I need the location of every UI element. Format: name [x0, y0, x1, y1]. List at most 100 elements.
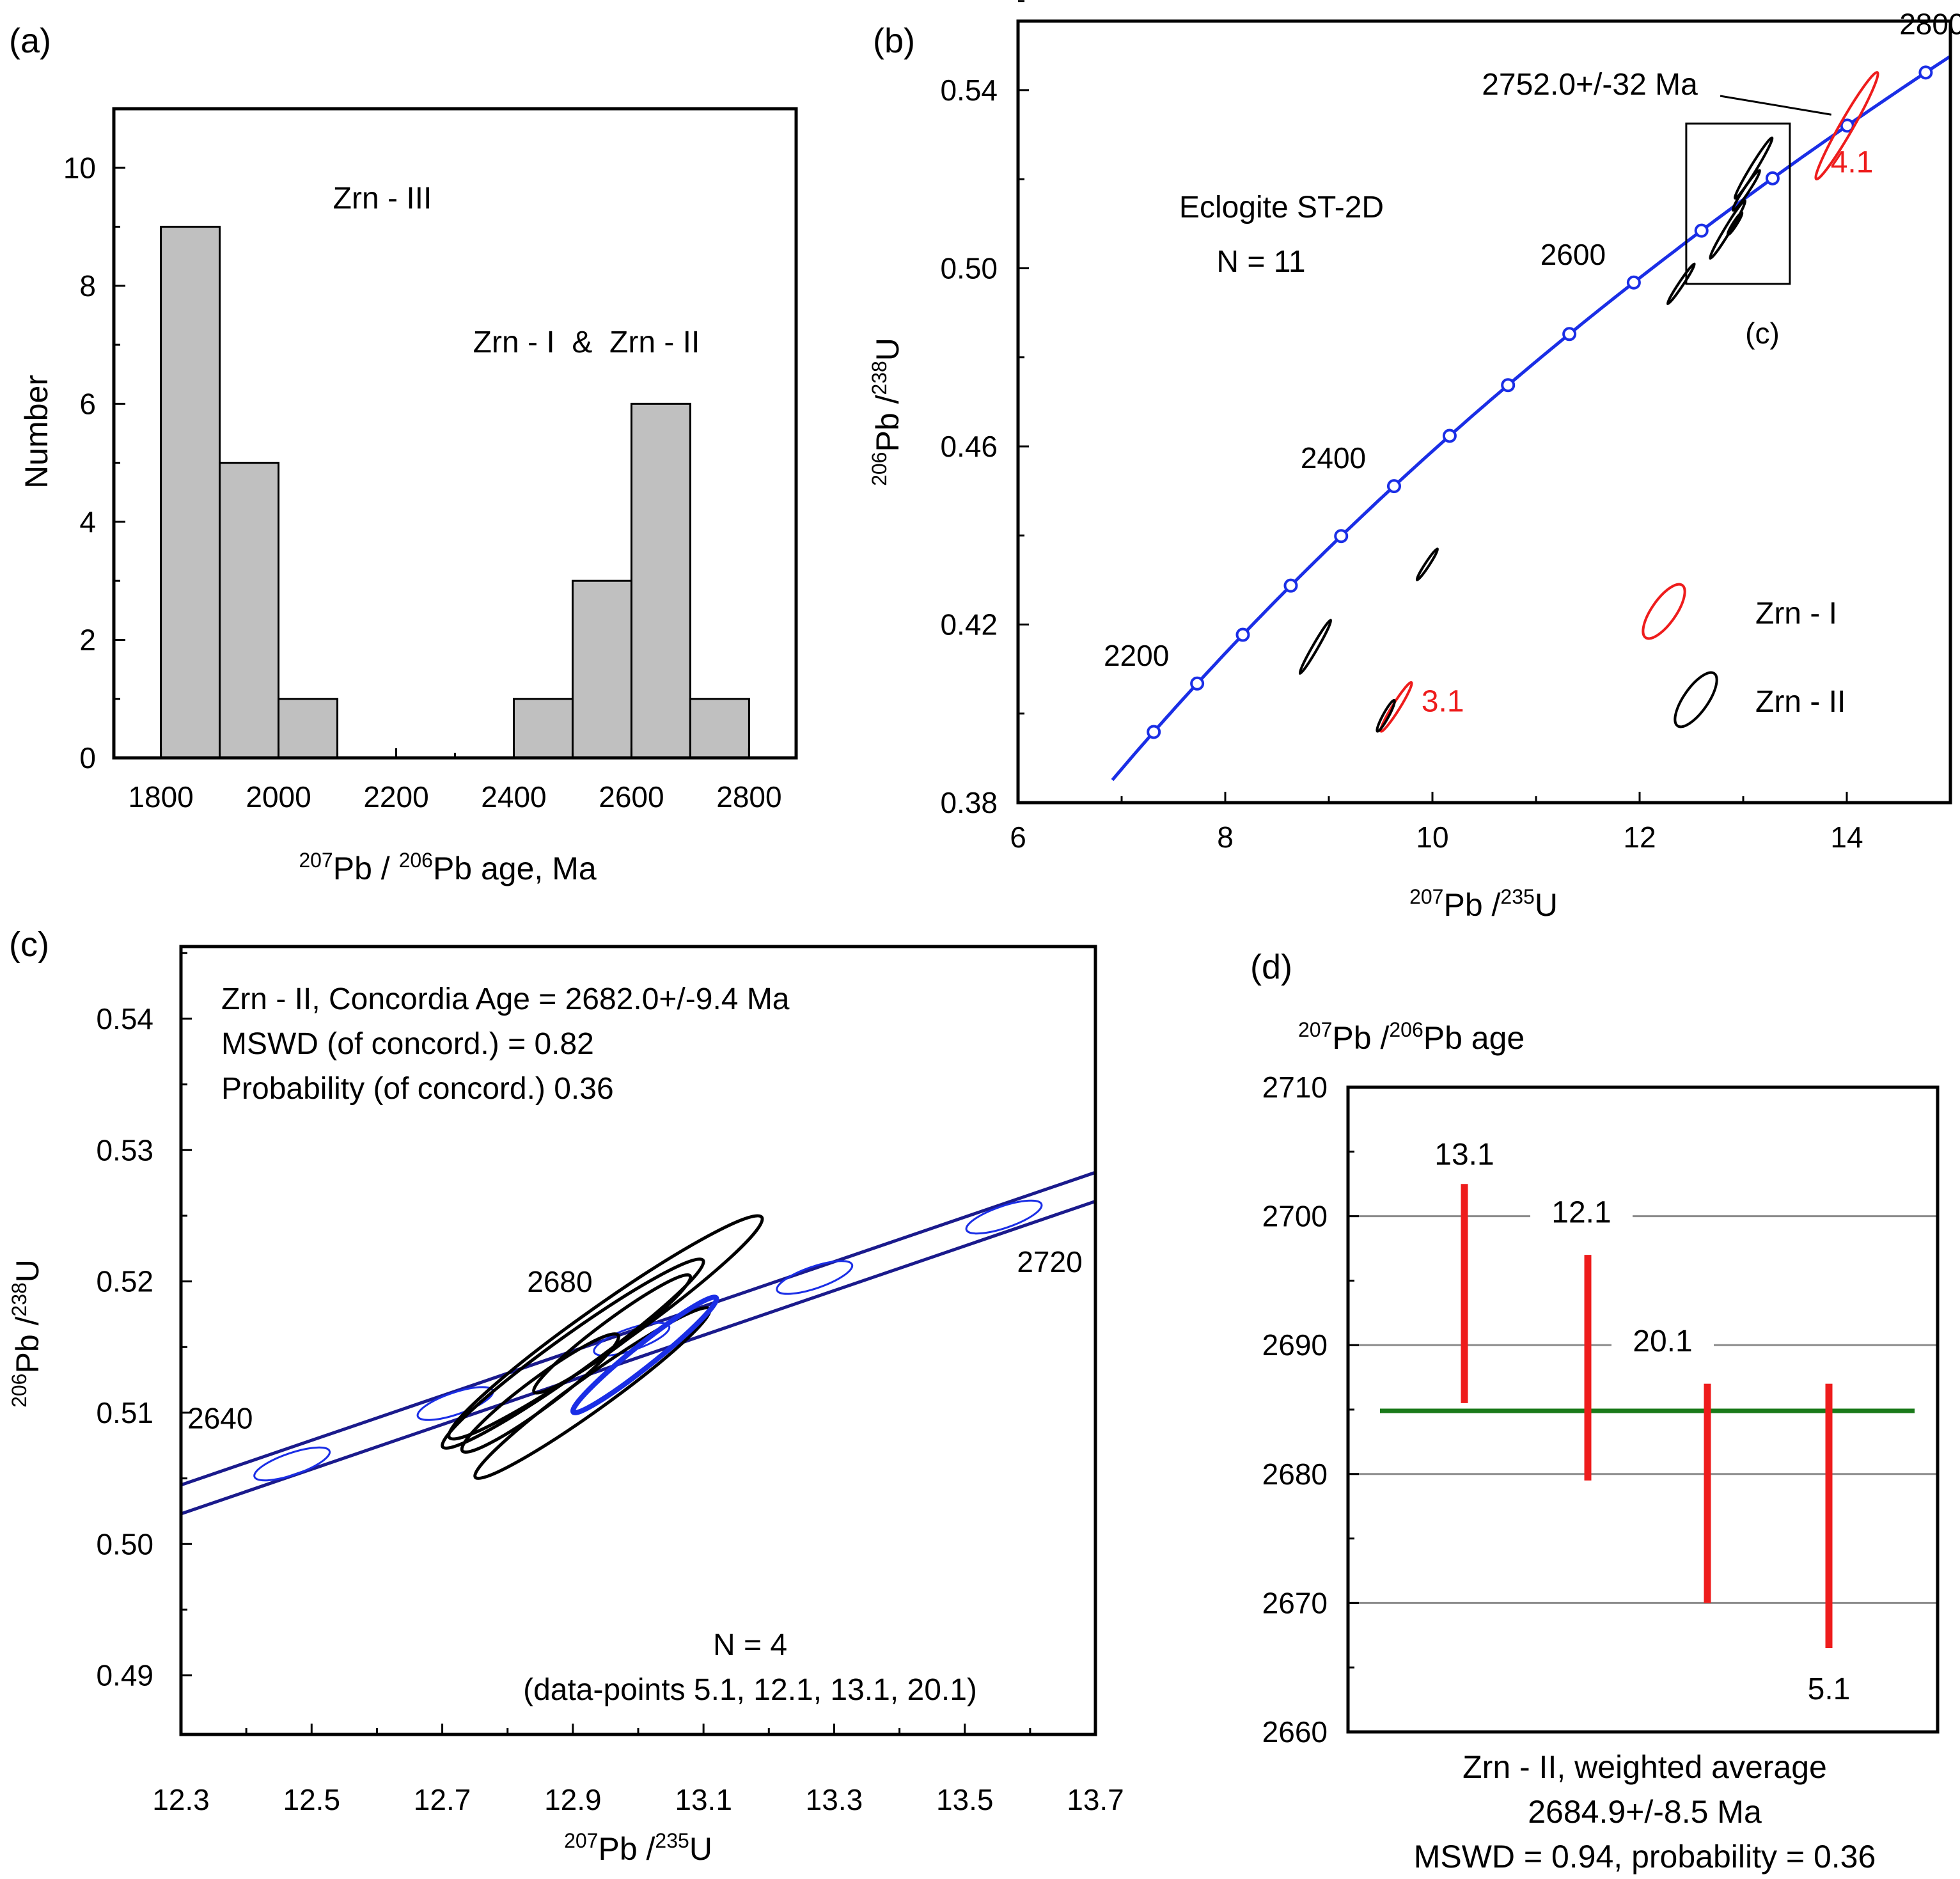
x-tick-label: 10: [1416, 821, 1448, 854]
y-tick-label: 10: [63, 151, 96, 184]
zrn-ii-ellipse: [1709, 199, 1747, 260]
label-backdrop: [1611, 1318, 1714, 1355]
panel-c-frame: [179, 945, 1097, 1736]
concordia-age-label: 2400: [1301, 441, 1366, 475]
mswd-text: MSWD (of concord.) = 0.82: [221, 1027, 594, 1061]
histogram-bar: [512, 698, 574, 759]
panel-d-y-axis-label: 207Pb /206Pb age: [1298, 1018, 1525, 1056]
panel-b-ticks: 6 8 10 12 14 0.38 0.42 0.46 0.50 0.54: [940, 0, 1952, 854]
sample-count: N = 11: [1216, 245, 1305, 279]
error-bar-label: 20.1: [1633, 1325, 1692, 1358]
x-tick-label: 1800: [128, 780, 193, 814]
x-tick-label: 2200: [363, 780, 428, 814]
x-tick-label: 12.5: [283, 1783, 341, 1816]
y-tick-label: 0.42: [940, 608, 998, 641]
point-label: 3.1: [1422, 684, 1464, 718]
concordia-age-marker: [1442, 428, 1457, 443]
y-tick-label: 0: [79, 741, 96, 774]
panel-c-ticks: 12.3 12.5 12.7 12.9 13.1 13.3 13.5 13.7 0.49 0.50…: [96, 952, 1124, 1816]
concordia-age-marker: [1147, 725, 1161, 739]
y-tick-label: 0.54: [96, 1002, 153, 1035]
y-tick-label: 0.46: [940, 430, 998, 463]
concordia-age-label: 2720: [1017, 1245, 1082, 1278]
error-bar-label: 5.1: [1808, 1672, 1851, 1706]
concordia-age-ellipse: [776, 1260, 854, 1295]
callout-leader-line: [1720, 95, 1831, 116]
y-tick-label: 8: [79, 269, 96, 303]
concordia-age-marker: [1501, 378, 1516, 393]
panel-d-weighted-average: (d) 207Pb /206Pb age 13.1 12.1 20.1 5.1 266…: [1250, 948, 1940, 1875]
zrn-ii-ellipse: [441, 1257, 705, 1450]
error-bar-label: 12.1: [1551, 1196, 1611, 1230]
legend-zrn-i-swatch: [1642, 583, 1686, 640]
histogram-bar: [278, 698, 339, 759]
panel-d-label: (d): [1250, 948, 1292, 986]
concordia-age-text: Zrn - II, Concordia Age = 2682.0+/-9.4 M…: [221, 982, 790, 1016]
panel-d-caption-3: MSWD = 0.94, probability = 0.36: [1414, 1839, 1876, 1875]
panel-a-label: (a): [9, 22, 51, 60]
error-bar-label: 13.1: [1434, 1138, 1494, 1172]
y-tick-label: 0.51: [96, 1396, 153, 1429]
panel-c-data-points: (data-points 5.1, 12.1, 13.1, 20.1): [523, 1673, 977, 1707]
concordia-age-marker: [1190, 676, 1205, 691]
y-tick-label: 0.50: [940, 251, 998, 285]
panel-a-x-axis-label: 207Pb / 206Pb age, Ma: [299, 849, 597, 886]
panel-a-y-axis-label: Number: [19, 375, 54, 489]
panel-a-ticks: 1800 2000 2200 2400 2600 2800 0 2 4 6 8 10: [63, 107, 782, 814]
concordia-age-marker: [1626, 275, 1641, 290]
y-tick-label: 2680: [1262, 1458, 1328, 1491]
zrn-ii-ellipse: [1415, 547, 1439, 581]
probability-text: Probability (of concord.) 0.36: [221, 1072, 614, 1106]
zrn-ii-ellipse: [1666, 262, 1696, 306]
concordia-age-ellipse: [253, 1446, 331, 1482]
panel-c-label: (c): [9, 925, 49, 964]
y-tick-label: 0.53: [96, 1133, 153, 1167]
histogram-bar: [571, 579, 632, 759]
x-tick-label: 2600: [599, 780, 664, 814]
concordia-age-label: 2200: [1104, 639, 1169, 672]
x-tick-label: 13.5: [936, 1783, 994, 1816]
inset-box-c-label: (c): [1745, 317, 1780, 350]
concordia-age-marker: [1235, 627, 1250, 642]
legend-zrn-ii-swatch: [1674, 671, 1718, 728]
concordia-age-label: 2800: [1899, 7, 1960, 40]
zrn-ii-ellipse: [460, 1332, 620, 1454]
y-tick-label: 0.52: [96, 1265, 153, 1298]
concordia-age-labels: 2200 2400 2600 2800: [1104, 7, 1960, 672]
panel-b-frame: [1016, 19, 1952, 805]
panel-c-y-axis-label: 206Pb /238U: [8, 1259, 45, 1408]
panel-a-histogram: (a) 1800 2000 2200 2400 2600 2800 0 2 4 6 8 10 Zrn …: [9, 22, 798, 886]
concordia-band-lower: [181, 1199, 1095, 1516]
x-tick-label: 13.1: [675, 1783, 732, 1816]
error-ellipses: [1298, 71, 1879, 733]
histogram-bar: [630, 402, 691, 759]
x-tick-label: 6: [1010, 821, 1026, 854]
label-backdrop: [1530, 1189, 1633, 1225]
y-tick-label: 2690: [1262, 1328, 1328, 1362]
panel-d-frame: [1346, 1085, 1940, 1734]
x-tick-label: 12.9: [544, 1783, 602, 1816]
panel-a-frame: [112, 107, 798, 760]
x-tick-label: 13.7: [1067, 1783, 1124, 1816]
zrn-ii-ellipse: [1731, 169, 1761, 212]
panel-b-concordia: (b) 6 8 10 12 14 0.38 0.42 0.46 0.50 0.54 Eclogit…: [868, 0, 1960, 923]
x-tick-label: 12.3: [152, 1783, 210, 1816]
concordia-age-labels: 2640 2680 2720: [187, 1245, 1083, 1435]
zrn-ii-ellipse: [1734, 136, 1774, 200]
y-tick-label: 2700: [1262, 1200, 1328, 1233]
concordia-age-ellipse-mean: [570, 1294, 719, 1415]
zrn-i-ii-annotation: Zrn - I & Zrn - II: [473, 326, 700, 359]
y-tick-label: 0.38: [940, 786, 998, 819]
panel-b-label: (b): [873, 22, 915, 60]
panel-d-caption-2: 2684.9+/-8.5 Ma: [1528, 1794, 1762, 1830]
concordia-age-label: 2680: [527, 1265, 592, 1298]
legend-zrn-ii-label: Zrn - II: [1755, 685, 1846, 719]
panel-c-concordia-detail: (c) 12.3 12.5 12.7 12.9 13.1 13.3 13.5 13.7 0.49…: [8, 925, 1124, 1867]
zrn-iii-annotation: Zrn - III: [333, 182, 432, 216]
concordia-age-label: 2640: [187, 1402, 253, 1435]
panel-d-caption-1: Zrn - II, weighted average: [1462, 1749, 1827, 1785]
concordia-age-marker: [1334, 529, 1349, 544]
histogram-bar: [160, 226, 221, 759]
y-tick-label: 0.49: [96, 1659, 153, 1692]
